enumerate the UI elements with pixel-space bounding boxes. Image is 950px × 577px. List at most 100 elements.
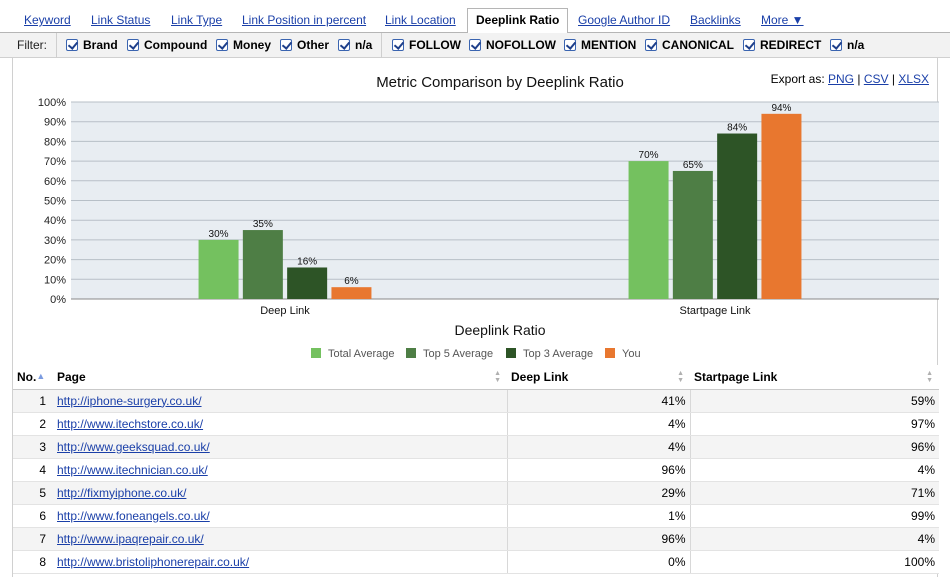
checkbox-checked-icon[interactable] [216,39,228,51]
x-tick-label: Deep Link [260,305,310,317]
page-cell: http://www.bristoliphonerepair.co.uk/ [53,550,508,574]
data-label: 35% [253,219,273,230]
filter-checkbox-canonical[interactable]: CANONICAL [645,38,734,53]
table-header-row: No.▲ Page ▲ ▼ Deep Link ▲ ▼ Startpage Link ▲ ▼ [13,365,939,390]
results-table-panel: No.▲ Page ▲ ▼ Deep Link ▲ ▼ Startpage Link ▲ ▼… [12,365,939,577]
filter-label: Filter: [17,38,47,52]
page-cell: http://fixmyiphone.co.uk/ [53,481,508,505]
table-row: 6 http://www.foneangels.co.uk/1% 99% [13,504,939,528]
row-number: 8 [13,550,53,574]
page-cell: http://www.ipaqrepair.co.uk/ [53,527,508,551]
deep-link-value: 4% [507,435,691,459]
page-cell: http://iphone-surgery.co.uk/ [53,389,508,413]
filter-checkbox-label: Money [233,38,272,52]
startpage-link-value: 96% [690,435,939,459]
tab-link-status[interactable]: Link Status [91,13,151,27]
column-header-deep-link[interactable]: Deep Link ▲ ▼ [507,365,690,390]
row-number: 1 [13,389,53,413]
table-row: 3 http://www.geeksquad.co.uk/4% 96% [13,435,939,459]
page-link[interactable]: http://iphone-surgery.co.uk/ [57,393,202,408]
sort-ascending-icon: ▲ [36,370,46,381]
checkbox-checked-icon[interactable] [469,39,481,51]
column-header-startpage-link[interactable]: Startpage Link ▲ ▼ [690,365,939,390]
data-label: 16% [297,256,317,267]
deep-link-value: 96% [507,458,691,482]
legend-label: Top 3 Average [523,348,593,360]
column-header-label: Page [57,369,86,384]
deep-link-value: 4% [507,412,691,436]
column-header-no[interactable]: No.▲ [13,365,53,390]
data-label: 84% [727,123,747,134]
tab-more[interactable]: More ▼ [761,13,804,27]
bar [672,170,713,299]
filter-checkbox-na-type[interactable]: n/a [338,38,372,53]
checkbox-checked-icon[interactable] [338,39,350,51]
bar [287,267,328,299]
checkbox-checked-icon[interactable] [127,39,139,51]
y-tick-label: 60% [44,176,66,188]
export-png-link[interactable]: PNG [828,72,855,86]
page-link[interactable]: http://www.ipaqrepair.co.uk/ [57,531,204,546]
legend-swatch [311,348,321,358]
export-csv-link[interactable]: CSV [863,72,889,86]
page-link[interactable]: http://www.itechnician.co.uk/ [57,462,208,477]
data-label: 70% [639,150,659,161]
filter-checkbox-nofollow[interactable]: NOFOLLOW [469,38,556,53]
startpage-link-value: 99% [690,504,939,528]
page-link[interactable]: http://www.itechstore.co.uk/ [57,416,204,431]
column-header-label: Startpage Link [694,369,778,384]
y-tick-label: 30% [44,235,66,247]
tab-link-location[interactable]: Link Location [385,13,456,27]
page-link[interactable]: http://www.bristoliphonerepair.co.uk/ [57,554,250,569]
page-link[interactable]: http://www.geeksquad.co.uk/ [57,439,210,454]
deep-link-value: 96% [507,527,691,551]
filter-bar: Filter: Brand Compound Money Other n/a F… [0,33,950,58]
checkbox-checked-icon[interactable] [392,39,404,51]
column-header-label: No. [17,369,37,384]
legend-swatch [506,348,516,358]
tab-link-type[interactable]: Link Type [171,13,223,27]
filter-divider [381,33,382,58]
filter-checkbox-label: FOLLOW [409,38,461,52]
data-label: 94% [771,103,791,114]
table-row: 4 http://www.itechnician.co.uk/96% 4% [13,458,939,482]
page-link[interactable]: http://www.foneangels.co.uk/ [57,508,210,523]
row-number: 2 [13,412,53,436]
filter-checkbox-brand[interactable]: Brand [66,38,118,53]
page-cell: http://www.geeksquad.co.uk/ [53,435,508,459]
checkbox-checked-icon[interactable] [66,39,78,51]
tab-backlinks[interactable]: Backlinks [690,13,741,27]
deep-link-value: 29% [507,481,691,505]
filter-checkbox-mention[interactable]: MENTION [564,38,636,53]
row-number: 7 [13,527,53,551]
startpage-link-value: 59% [690,389,939,413]
export-xlsx-link[interactable]: XLSX [898,72,929,86]
filter-checkbox-compound[interactable]: Compound [127,38,207,53]
checkbox-checked-icon[interactable] [564,39,576,51]
checkbox-checked-icon[interactable] [830,39,842,51]
table-row: 7 http://www.ipaqrepair.co.uk/96% 4% [13,527,939,551]
filter-checkbox-label: n/a [355,38,373,52]
filter-checkbox-na-status[interactable]: n/a [830,38,864,53]
filter-checkbox-money[interactable]: Money [216,38,271,53]
sort-arrows-icon: ▲ ▼ [926,370,933,384]
filter-checkbox-label: CANONICAL [662,38,734,52]
filter-checkbox-redirect[interactable]: REDIRECT [743,38,821,53]
tab-link-position[interactable]: Link Position in percent [242,13,367,27]
sort-arrows-icon: ▲ ▼ [494,370,501,384]
sort-arrows-icon: ▲ ▼ [677,370,684,384]
tab-google-author-id[interactable]: Google Author ID [578,13,671,27]
column-header-page[interactable]: Page ▲ ▼ [53,365,507,390]
checkbox-checked-icon[interactable] [280,39,292,51]
filter-checkbox-other[interactable]: Other [280,38,329,53]
page-link[interactable]: http://fixmyiphone.co.uk/ [57,485,187,500]
tab-keyword[interactable]: Keyword [24,13,71,27]
filter-checkbox-label: n/a [847,38,865,52]
filter-checkbox-label: Compound [144,38,208,52]
checkbox-checked-icon[interactable] [743,39,755,51]
bar [717,133,758,299]
checkbox-checked-icon[interactable] [645,39,657,51]
bar [242,230,283,299]
filter-checkbox-follow[interactable]: FOLLOW [392,38,461,53]
tab-deeplink-ratio[interactable]: Deeplink Ratio [467,8,569,34]
